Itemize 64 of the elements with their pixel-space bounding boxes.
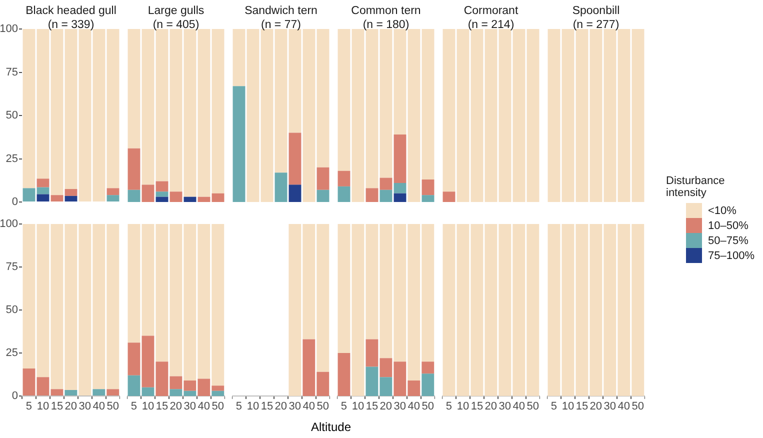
chart-title: Large gulls (n = 405): [148, 5, 204, 31]
x-tick-label: 30: [394, 400, 406, 413]
x-tick-label: 50: [632, 400, 644, 413]
chart-title: Black headed gull (n = 339): [26, 5, 116, 31]
x-tick-label: 50: [212, 400, 224, 413]
x-tick-label: 20: [170, 400, 182, 413]
x-tick-label: 5: [446, 400, 452, 413]
chart-title: Spoonbill (n = 277): [571, 4, 621, 32]
x-tick-label: 40: [408, 400, 420, 413]
x-tick-label: 10: [352, 400, 364, 413]
legend-title: Disturbance intensity: [666, 175, 726, 199]
x-tick-label: 20: [274, 400, 288, 413]
y-tick-label: 100: [0, 23, 18, 36]
x-tick-label: 50: [422, 400, 434, 413]
y-tick-label: 0: [12, 390, 18, 402]
x-tick-label: 15: [260, 400, 274, 413]
x-tick-label: 50: [106, 400, 120, 413]
x-tick-label: 5: [26, 400, 32, 413]
y-tick-label: 50: [6, 110, 18, 122]
x-tick-label: 10: [142, 400, 154, 413]
legend-label: 75–100%: [708, 250, 754, 262]
x-tick-label: 40: [512, 400, 526, 413]
y-tick-label: 25: [6, 347, 18, 360]
x-tick-label: 10: [562, 400, 574, 413]
x-tick-label: 40: [302, 400, 316, 413]
x-tick-label: 20: [380, 400, 392, 413]
x-tick-label: 30: [78, 400, 92, 413]
x-tick-label: 15: [156, 400, 168, 413]
x-tick-label: 10: [36, 400, 50, 413]
x-tick-label: 50: [526, 400, 540, 413]
y-tick-label: 100: [0, 218, 18, 230]
x-tick-label: 15: [470, 400, 484, 413]
x-tick-label: 20: [590, 400, 602, 413]
chart-title: Sandwich tern (n = 77): [244, 5, 318, 31]
x-axis-title: Altitude: [311, 420, 352, 434]
x-tick-label: 5: [550, 400, 558, 413]
x-tick-label: 15: [576, 400, 588, 413]
chart-title: Cormorant (n = 214): [464, 5, 518, 31]
x-tick-label: 30: [184, 400, 196, 413]
x-tick-label: 5: [340, 400, 348, 413]
x-tick-label: 5: [130, 400, 138, 413]
x-tick-label: 5: [236, 400, 242, 413]
x-tick-label: 15: [50, 400, 64, 413]
x-tick-label: 30: [498, 400, 512, 413]
x-tick-label: 40: [618, 400, 630, 413]
y-tick-label: 0: [12, 196, 18, 208]
x-tick-label: 30: [604, 400, 616, 413]
legend-label: 50–75%: [708, 234, 748, 246]
x-tick-label: 10: [246, 400, 260, 413]
x-tick-label: 20: [484, 400, 498, 413]
chart-title: Common tern (n = 180): [351, 5, 421, 31]
y-tick-label: 50: [6, 304, 18, 316]
x-tick-label: 30: [288, 400, 302, 413]
y-tick-label: 75: [6, 261, 18, 274]
x-tick-label: 50: [316, 400, 330, 413]
y-tick-label: 75: [6, 66, 18, 78]
legend-label: <10%: [708, 204, 736, 216]
y-tick-label: 25: [6, 152, 18, 165]
x-tick-label: 40: [198, 400, 210, 413]
legend-label: 10–50%: [708, 220, 748, 232]
x-tick-label: 15: [366, 400, 378, 413]
x-tick-label: 40: [92, 400, 106, 413]
x-tick-label: 20: [64, 400, 78, 413]
x-tick-label: 10: [456, 400, 470, 413]
